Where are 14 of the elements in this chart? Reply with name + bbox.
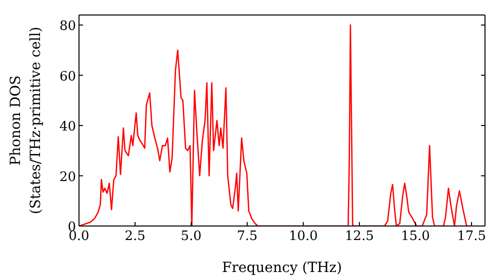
y-axis-title: Phonon DOS (States/THz·primitive cell)	[8, 26, 44, 214]
y-tick-label: 20	[59, 170, 76, 185]
x-tick-label: 17.5	[457, 229, 486, 244]
x-tick-label: 12.5	[344, 229, 374, 244]
y-tick-label: 80	[59, 19, 76, 34]
y-tick-label: 60	[59, 69, 76, 84]
x-tick-label: 5.0	[180, 229, 202, 244]
y-tick-label: 40	[59, 120, 76, 135]
x-tick-label: 10.0	[288, 229, 318, 244]
line-series	[79, 24, 470, 226]
x-axis-title: Frequency (THz)	[222, 260, 342, 276]
x-tick-label: 15.0	[400, 229, 430, 244]
x-tick-label: 7.5	[236, 229, 258, 244]
x-tick-label: 2.5	[124, 229, 146, 244]
